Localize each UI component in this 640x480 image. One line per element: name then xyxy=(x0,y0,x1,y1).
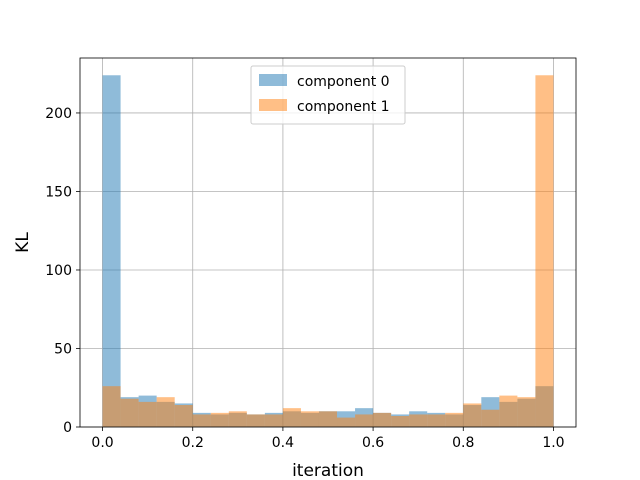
bar-component-1 xyxy=(246,414,265,427)
series-component-0-bars xyxy=(102,75,554,427)
bar-component-1 xyxy=(355,414,374,427)
y-tick-label: 100 xyxy=(45,263,72,279)
bar-component-1 xyxy=(228,411,247,427)
bar-component-1 xyxy=(210,412,229,427)
bar-component-1 xyxy=(174,405,193,427)
x-tick-label: 0.6 xyxy=(362,435,384,451)
bar-component-1 xyxy=(120,398,139,427)
bar-component-1 xyxy=(535,75,554,427)
bar-component-0 xyxy=(102,75,121,427)
legend: component 0 component 1 xyxy=(250,65,406,125)
plot-frame xyxy=(79,57,577,428)
bar-component-1 xyxy=(391,416,410,427)
y-tick-label: 150 xyxy=(45,184,72,200)
x-tick-label: 1.0 xyxy=(542,435,564,451)
bar-component-1 xyxy=(138,401,157,427)
bar-component-1 xyxy=(192,414,211,427)
bar-component-1 xyxy=(463,403,482,427)
x-tick-label: 0.0 xyxy=(91,435,113,451)
x-tick-label: 0.8 xyxy=(452,435,474,451)
bar-component-1 xyxy=(102,386,121,427)
y-tick-label: 200 xyxy=(45,106,72,122)
legend-label-component-0: component 0 xyxy=(297,74,390,90)
y-tick-label: 50 xyxy=(54,341,72,357)
series-component-1-bars xyxy=(102,75,554,427)
legend-swatch-component-1 xyxy=(259,99,287,111)
y-axis-label: KL xyxy=(13,232,33,253)
legend-swatch-component-0 xyxy=(259,74,287,86)
bar-component-1 xyxy=(445,412,464,427)
bar-component-1 xyxy=(481,409,500,427)
legend-box xyxy=(250,65,406,125)
bar-component-1 xyxy=(264,414,283,427)
bar-component-1 xyxy=(318,411,338,427)
x-axis-ticks: 0.0 0.2 0.4 0.6 0.8 1.0 xyxy=(91,427,565,451)
y-axis-ticks: 0 50 100 150 200 xyxy=(45,106,80,436)
x-tick-label: 0.2 xyxy=(182,435,204,451)
x-tick-label: 0.4 xyxy=(272,435,294,451)
bar-component-1 xyxy=(282,408,301,427)
bar-component-1 xyxy=(300,411,319,427)
x-axis-label: iteration xyxy=(292,461,364,480)
bar-component-1 xyxy=(517,397,536,427)
bar-component-1 xyxy=(337,417,356,427)
bar-component-1 xyxy=(499,395,518,427)
y-tick-label: 0 xyxy=(63,420,72,436)
bar-component-1 xyxy=(409,414,428,427)
legend-label-component-1: component 1 xyxy=(297,99,390,115)
bar-component-1 xyxy=(373,412,392,427)
bar-component-1 xyxy=(156,397,175,427)
bar-component-1 xyxy=(427,414,446,427)
